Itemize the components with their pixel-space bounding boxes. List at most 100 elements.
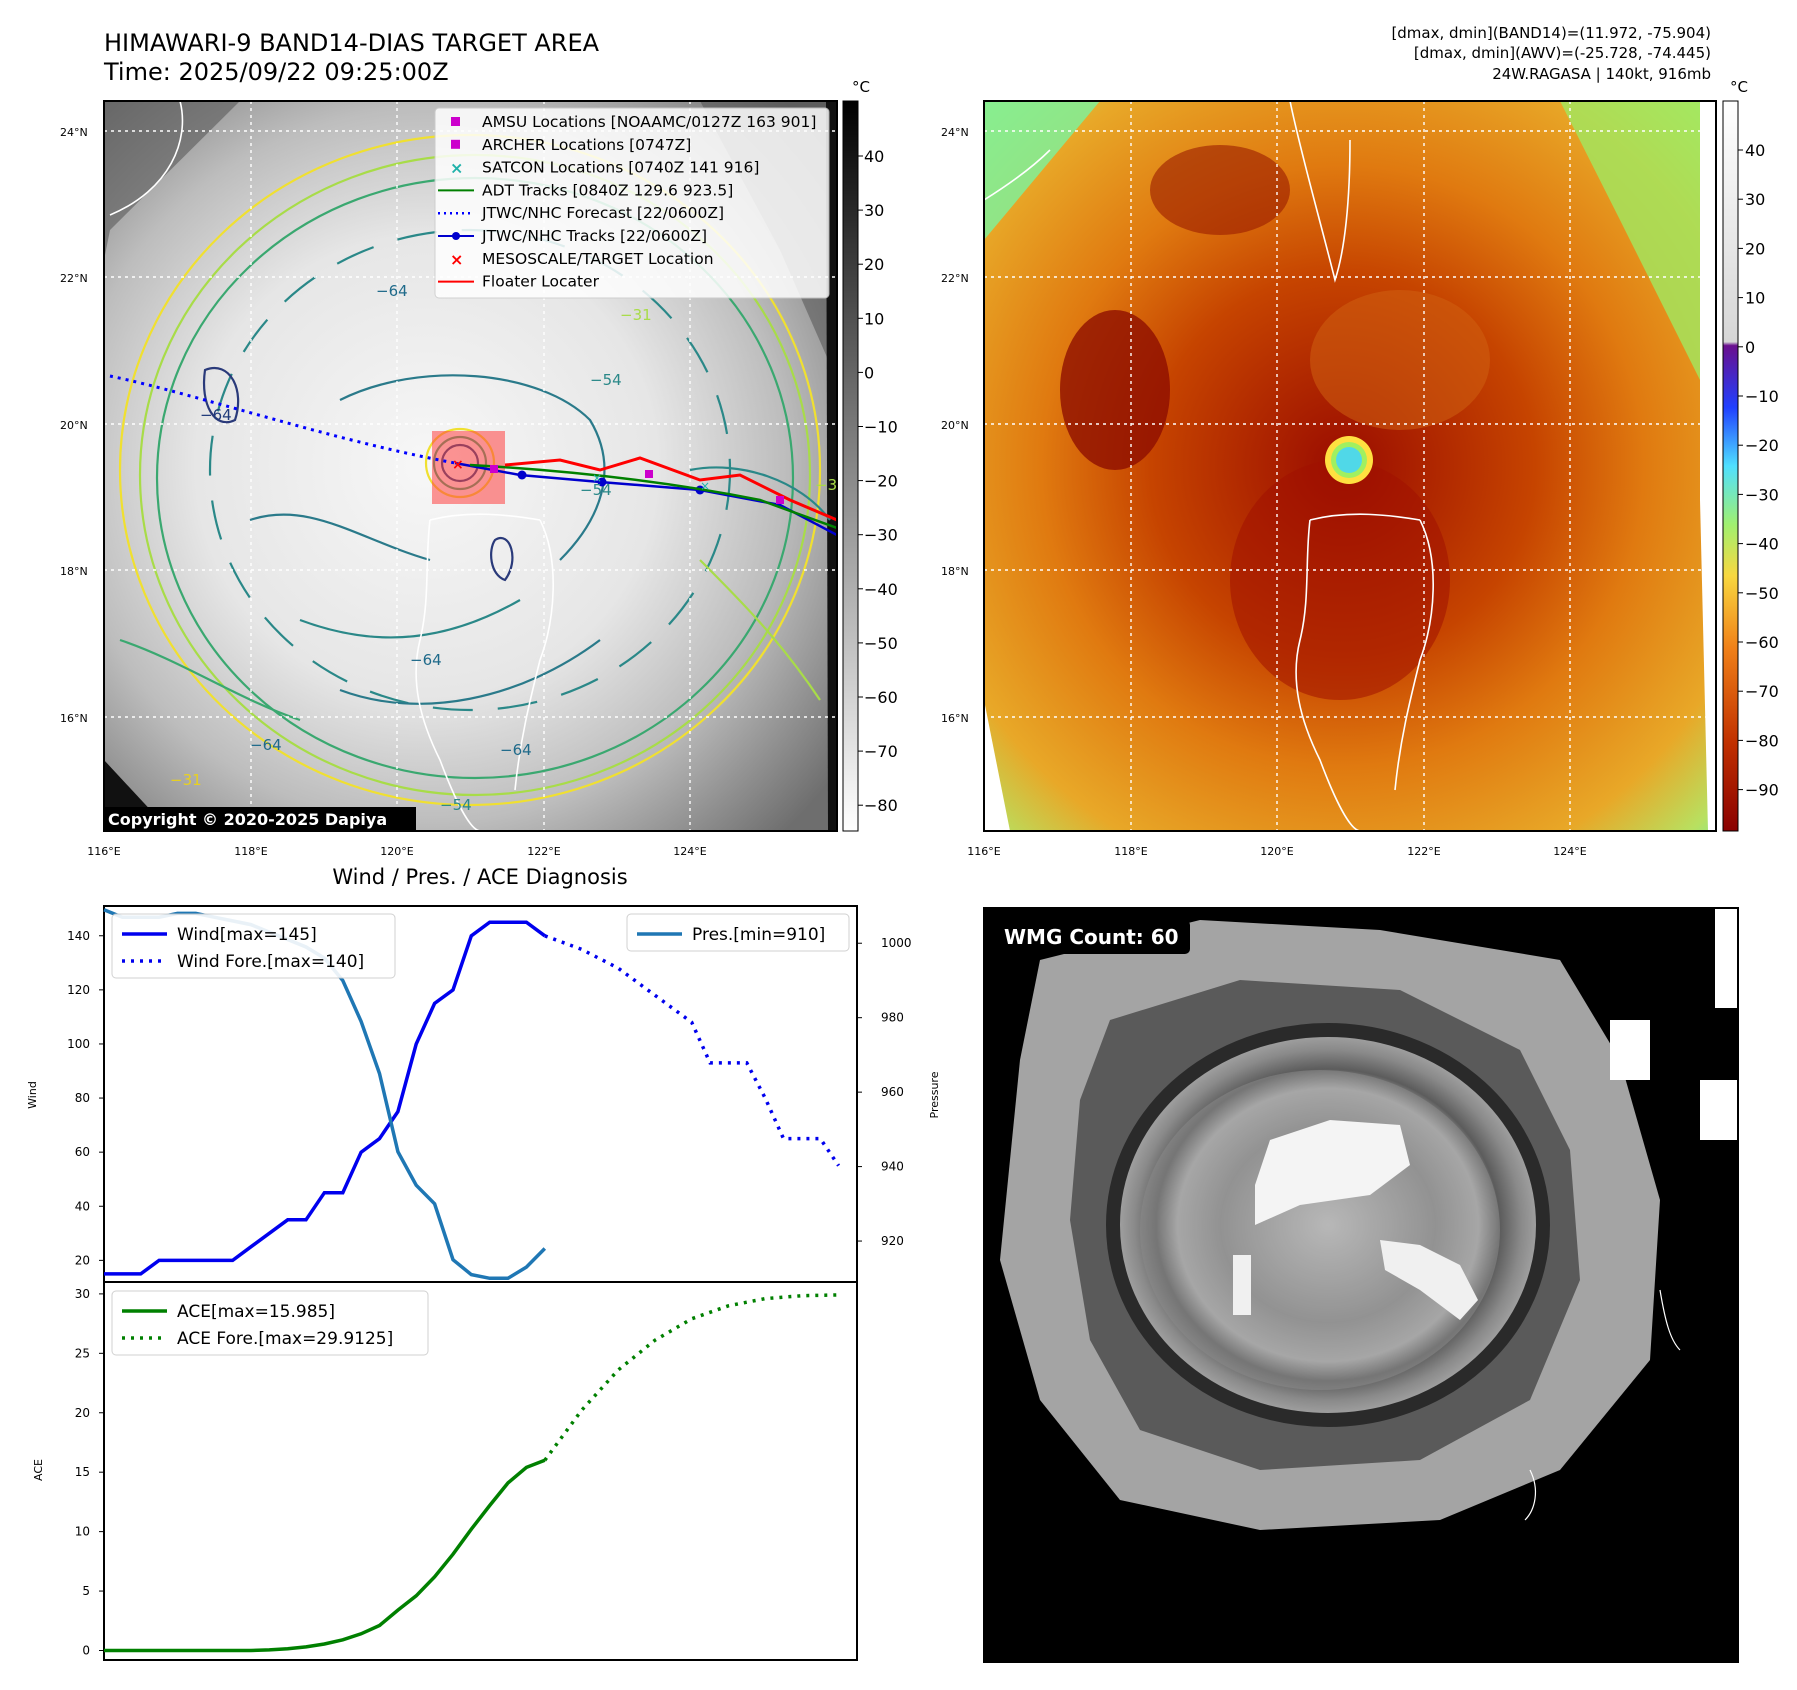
contour-label: −64 [410,651,442,669]
contour-label: −64 [200,406,232,424]
contour-label: −64 [500,741,532,759]
lat-label: 22°N [941,272,969,285]
colorbar-tick-label: 0 [1745,338,1755,357]
ir-grayscale-panel: HIMAWARI-9 BAND14-DIAS TARGET AREA Time:… [60,29,898,858]
svg-text:×: × [452,457,464,473]
contour-label: −64 [250,736,282,754]
legend-label: ADT Tracks [0840Z 129.6 923.5] [482,181,733,199]
legend-entry: ADT Tracks [0840Z 129.6 923.5] [438,181,733,199]
pressure-tick-label: 1000 [881,936,912,950]
ace-tick-label: 10 [75,1525,90,1539]
ir-color-panel: [dmax, dmin](BAND14)=(11.972, -75.904) [… [941,24,1779,858]
pressure-axis-label: Pressure [928,1071,941,1118]
lat-label: 18°N [941,565,969,578]
panel-title-line2: Time: 2025/09/22 09:25:00Z [103,58,449,86]
colorbar-tick-label: −40 [1745,535,1779,554]
colorbar-tick-label: 20 [1745,239,1765,258]
legend-label: SATCON Locations [0740Z 141 916] [482,159,759,177]
wind-tick-label: 60 [75,1145,90,1159]
wind-tick-label: 140 [67,929,90,943]
colorbar-tick-label: −70 [1745,682,1779,701]
colorbar-tick-label: 0 [864,363,874,382]
wind-tick-label: 80 [75,1091,90,1105]
legend-label: Floater Locater [482,273,600,291]
lat-labels-color: 24°N 22°N 20°N 18°N 16°N [941,126,969,725]
lon-label: 124°E [1553,845,1586,858]
ir-color-image [984,101,1716,831]
lon-label: 122°E [527,845,560,858]
ace-axis-label: ACE [32,1459,45,1481]
wind-tick-label: 120 [67,983,90,997]
wmg-panel: WMG Count: 60 [984,908,1738,1662]
lat-label: 22°N [60,272,88,285]
legend-marker-x: × [450,159,463,178]
storm-info: [dmax, dmin](BAND14)=(11.972, -75.904) [… [1391,24,1711,83]
info-line: 24W.RAGASA | 140kt, 916mb [1492,65,1711,83]
legend-label: JTWC/NHC Tracks [22/0600Z] [481,227,707,245]
legend-marker-square [451,117,460,126]
colorbar-tick-label: 40 [864,147,884,166]
colorbar-tick-label: −90 [1745,781,1779,800]
contour-label: −31 [170,771,202,789]
legend-label: Wind[max=145] [177,925,317,945]
wind-tick-label: 40 [75,1199,90,1213]
legend-marker-x: × [450,250,463,269]
lat-label: 20°N [941,419,969,432]
contour-label: −64 [376,282,408,300]
diagnosis-panel: Wind / Pres. / ACE Diagnosis Wind Pressu… [26,865,941,1660]
legend-label: AMSU Locations [NOAAMC/0127Z 163 901] [482,113,816,131]
lon-label: 120°E [1260,845,1293,858]
legend-label: MESOSCALE/TARGET Location [482,250,714,268]
colorbar-tick-label: −50 [864,634,898,653]
ace-tick-label: 30 [75,1287,90,1301]
legend-label: JTWC/NHC Forecast [22/0600Z] [481,204,724,222]
colorbar-tick-label: −20 [864,472,898,491]
lon-labels: 116°E 118°E 120°E 122°E 124°E [87,845,706,858]
copyright-notice: Copyright © 2020-2025 Dapiya [108,810,387,829]
legend-label: ACE[max=15.985] [177,1302,335,1322]
colorbar-tick-label: −70 [864,742,898,761]
colorbar-tick-label: −80 [1745,731,1779,750]
colorbar-tick-label: −30 [1745,485,1779,504]
lon-label: 116°E [967,845,1000,858]
lat-label: 18°N [60,565,88,578]
info-line: [dmax, dmin](AWV)=(-25.728, -74.445) [1414,44,1711,62]
contour-label: −31 [815,476,847,494]
grayscale-colorbar: °C 403020100−10−20−30−40−50−60−70−80 [843,78,898,831]
pressure-tick-label: 920 [881,1234,904,1248]
colorbar-tick-label: −20 [1745,436,1779,455]
colorbar-tick-label: −80 [864,796,898,815]
colorbar-tick-label: 40 [1745,141,1765,160]
legend-entry: × MESOSCALE/TARGET Location [450,250,714,269]
legend-entry: AMSU Locations [NOAAMC/0127Z 163 901] [451,113,816,131]
contour-label: −54 [580,481,612,499]
lat-label: 24°N [941,126,969,139]
legend-marker-square [451,140,460,149]
ace-tick-label: 0 [82,1643,90,1657]
lat-labels: 24°N 22°N 20°N 18°N 16°N [60,126,88,725]
ace-tick-label: 20 [75,1406,90,1420]
lon-label: 122°E [1407,845,1440,858]
colorbar-tick-label: 10 [1745,289,1765,308]
pressure-tick-label: 980 [881,1011,904,1025]
colorbar-tick-label: −30 [864,526,898,545]
wind-axis-label: Wind [26,1081,39,1109]
legend-label: ARCHER Locations [0747Z] [482,136,691,154]
lat-label: 24°N [60,126,88,139]
colorbar-tick-label: 30 [864,201,884,220]
wind-tick-label: 100 [67,1037,90,1051]
lat-label: 16°N [60,712,88,725]
contour-label: −31 [620,306,652,324]
lon-label: 116°E [87,845,120,858]
legend-label: Wind Fore.[max=140] [177,952,364,972]
contour-label: −54 [590,371,622,389]
pressure-tick-label: 960 [881,1085,904,1099]
ace-tick-label: 25 [75,1346,90,1360]
colorbar-tick-label: −60 [864,688,898,707]
legend-marker-dot [452,232,460,240]
pressure-tick-label: 940 [881,1160,904,1174]
legend-label: Pres.[min=910] [692,925,825,945]
ace-tick-label: 15 [75,1465,90,1479]
colorbar-unit: °C [1730,78,1748,96]
